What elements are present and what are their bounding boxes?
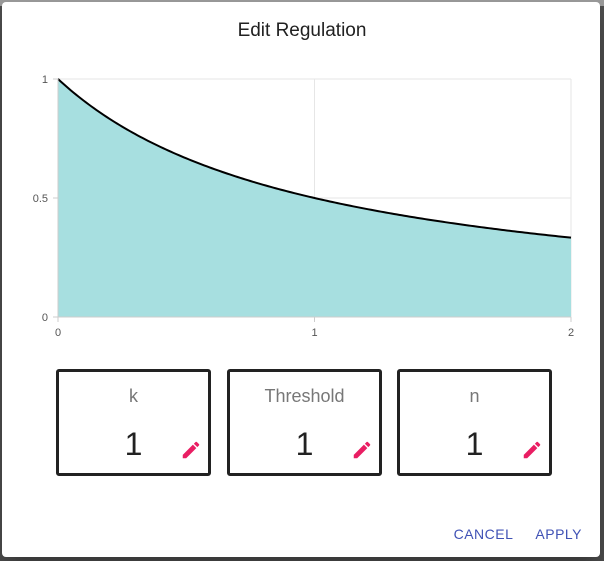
- param-card-k: k 1: [56, 369, 211, 476]
- param-value-k: 1: [124, 426, 143, 462]
- param-card-n: n 1: [397, 369, 552, 476]
- cancel-button[interactable]: CANCEL: [453, 526, 514, 542]
- y-tick-label: 1: [42, 74, 48, 86]
- param-card-threshold: Threshold 1: [227, 369, 382, 476]
- pencil-icon[interactable]: [351, 439, 373, 461]
- pencil-icon[interactable]: [180, 439, 202, 461]
- pencil-icon[interactable]: [521, 439, 543, 461]
- x-tick-label: 0: [55, 327, 61, 339]
- dialog-actions: CANCEL APPLY: [452, 524, 584, 544]
- param-label-threshold: Threshold: [264, 386, 345, 406]
- y-tick-label: 0: [42, 312, 48, 324]
- x-tick-label: 1: [311, 327, 317, 339]
- regulation-curve: [57, 78, 572, 239]
- param-label-k: k: [129, 386, 138, 406]
- y-tick-label: 0.5: [33, 193, 48, 205]
- x-tick-label: 2: [568, 327, 574, 339]
- apply-button[interactable]: APPLY: [535, 526, 582, 542]
- param-label-n: n: [469, 386, 480, 406]
- param-value-n: 1: [465, 426, 484, 462]
- dialog-title: Edit Regulation: [237, 20, 367, 41]
- param-value-threshold: 1: [295, 426, 314, 462]
- regulation-chart: 0 1 2 1 0.5 0: [33, 74, 574, 339]
